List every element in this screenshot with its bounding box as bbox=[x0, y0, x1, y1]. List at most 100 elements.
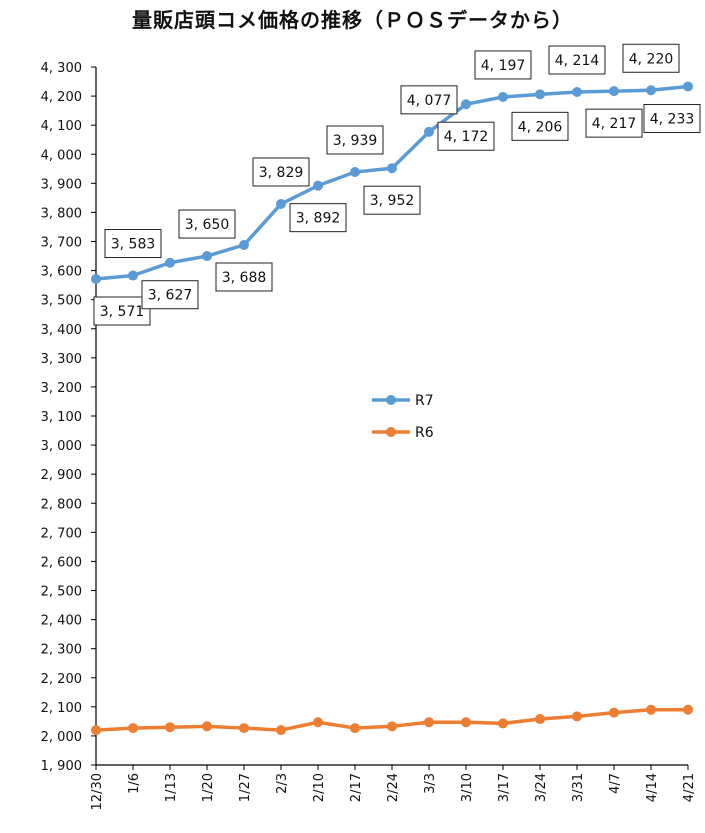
y-tick-label: 3, 500 bbox=[41, 294, 82, 309]
data-label: 3, 627 bbox=[148, 288, 193, 304]
x-tick-label: 3/10 bbox=[460, 773, 475, 802]
data-label-box bbox=[548, 45, 606, 75]
x-tick-label: 1/6 bbox=[127, 773, 142, 794]
data-label: 4, 077 bbox=[407, 93, 452, 109]
data-label-box bbox=[585, 108, 643, 138]
data-point-r7 bbox=[313, 180, 323, 191]
y-tick-label: 3, 200 bbox=[41, 381, 82, 396]
data-point-r7 bbox=[91, 274, 101, 285]
data-point-r6 bbox=[276, 725, 286, 736]
data-label: 3, 650 bbox=[185, 217, 230, 233]
y-tick-label: 2, 000 bbox=[41, 730, 82, 745]
data-point-r6 bbox=[461, 717, 471, 728]
data-point-r6 bbox=[609, 707, 619, 718]
data-point-r6 bbox=[387, 721, 397, 732]
data-point-r6 bbox=[424, 717, 434, 728]
data-point-r7 bbox=[609, 86, 619, 97]
data-label: 3, 571 bbox=[100, 304, 145, 320]
y-tick-label: 3, 000 bbox=[41, 439, 82, 454]
data-point-r7 bbox=[165, 257, 175, 268]
chart-title: 量販店頭コメ価格の推移（ＰＯＳデータから） bbox=[132, 8, 573, 32]
data-label: 3, 583 bbox=[111, 237, 156, 253]
x-tick-label: 4/21 bbox=[682, 773, 697, 802]
y-tick-label: 3, 100 bbox=[41, 410, 82, 425]
data-point-r6 bbox=[239, 723, 249, 734]
data-label: 4, 197 bbox=[481, 58, 526, 74]
x-tick-label: 2/17 bbox=[349, 773, 364, 802]
y-tick-label: 4, 200 bbox=[41, 90, 82, 105]
data-label-box bbox=[643, 103, 701, 133]
data-point-r6 bbox=[646, 704, 656, 715]
data-point-r7 bbox=[535, 89, 545, 100]
data-point-r7 bbox=[202, 251, 212, 262]
x-tick-label: 1/13 bbox=[164, 773, 179, 802]
data-point-r6 bbox=[683, 704, 693, 715]
data-label-box bbox=[215, 262, 273, 292]
data-label: 4, 206 bbox=[518, 119, 563, 135]
x-tick-label: 3/17 bbox=[497, 773, 512, 802]
legend-box bbox=[367, 384, 439, 448]
data-label-box bbox=[363, 185, 421, 215]
data-label: 3, 829 bbox=[259, 165, 304, 181]
data-point-r7 bbox=[572, 87, 582, 98]
y-tick-label: 2, 100 bbox=[41, 701, 82, 716]
x-tick-label: 1/27 bbox=[238, 773, 253, 802]
data-point-r7 bbox=[683, 81, 693, 92]
y-tick-label: 3, 300 bbox=[41, 352, 82, 367]
data-label: 4, 220 bbox=[629, 51, 674, 67]
x-tick-label: 3/31 bbox=[571, 773, 586, 802]
y-tick-label: 2, 600 bbox=[41, 555, 82, 570]
data-label: 4, 172 bbox=[444, 129, 489, 145]
y-tick-label: 2, 800 bbox=[41, 497, 82, 512]
data-point-r7 bbox=[128, 270, 138, 281]
data-labels: 3, 571 3, 583 3, 627 3, 650 3, 688 3, 829 3, 8… bbox=[93, 43, 701, 326]
x-tick-label: 3/24 bbox=[534, 773, 549, 802]
data-point-r7 bbox=[387, 163, 397, 174]
y-axis-ticks: 1, 900 2, 000 2, 100 2, 200 2, 300 2, 400 2, 5… bbox=[41, 61, 96, 774]
data-label: 4, 233 bbox=[650, 111, 695, 127]
y-tick-label: 3, 600 bbox=[41, 265, 82, 280]
data-label-box bbox=[622, 43, 680, 73]
data-point-r7 bbox=[424, 126, 434, 137]
x-tick-label: 3/3 bbox=[423, 773, 438, 794]
data-point-r6 bbox=[165, 722, 175, 733]
y-tick-label: 4, 100 bbox=[41, 119, 82, 134]
data-label: 3, 952 bbox=[370, 193, 415, 209]
x-tick-label: 2/10 bbox=[312, 773, 327, 802]
data-label: 3, 939 bbox=[333, 133, 378, 149]
y-tick-label: 1, 900 bbox=[41, 759, 82, 774]
data-point-r6 bbox=[128, 723, 138, 734]
y-tick-label: 3, 900 bbox=[41, 177, 82, 192]
data-label-box bbox=[511, 111, 569, 141]
legend-label: R6 bbox=[415, 425, 434, 441]
data-point-r6 bbox=[91, 725, 101, 736]
data-point-r7 bbox=[498, 91, 508, 102]
legend: R7 R6 bbox=[367, 384, 439, 448]
data-label-box bbox=[289, 203, 347, 233]
y-tick-label: 2, 500 bbox=[41, 585, 82, 600]
x-tick-label: 2/3 bbox=[275, 773, 290, 794]
data-label-box bbox=[252, 157, 310, 187]
y-tick-label: 3, 400 bbox=[41, 323, 82, 338]
x-axis-ticks: 12/30 1/6 1/13 1/20 1/27 2/3 2/10 2/17 2/24 3/3 3/… bbox=[90, 765, 697, 810]
x-tick-label: 2/24 bbox=[386, 773, 401, 802]
data-point-r7 bbox=[239, 239, 249, 250]
data-point-r6 bbox=[202, 721, 212, 732]
data-point-r6 bbox=[350, 723, 360, 734]
data-label-box bbox=[141, 280, 199, 310]
legend-marker-r7 bbox=[386, 395, 396, 405]
data-label: 3, 892 bbox=[296, 211, 341, 227]
data-point-r7 bbox=[461, 99, 471, 110]
y-tick-label: 4, 000 bbox=[41, 148, 82, 163]
data-label-box bbox=[326, 125, 384, 155]
x-tick-label: 12/30 bbox=[90, 773, 105, 810]
data-label-box bbox=[93, 296, 151, 326]
y-tick-label: 2, 400 bbox=[41, 614, 82, 629]
y-tick-label: 2, 700 bbox=[41, 526, 82, 541]
data-point-r6 bbox=[498, 718, 508, 729]
series-lines bbox=[91, 81, 693, 736]
legend-marker-r6 bbox=[386, 427, 396, 437]
data-label: 4, 217 bbox=[592, 116, 637, 132]
data-label: 3, 688 bbox=[222, 270, 267, 286]
y-tick-label: 2, 200 bbox=[41, 672, 82, 687]
